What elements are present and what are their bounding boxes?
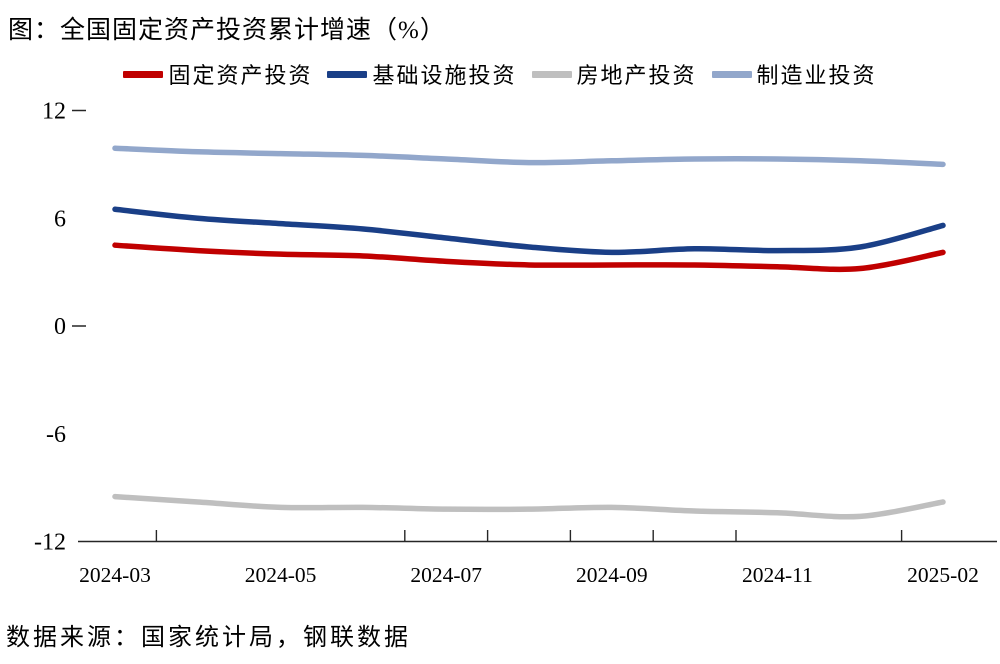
y-axis-label: 6 [54,206,66,232]
x-axis-label: 2024-03 [79,563,151,587]
x-axis-label: 2024-09 [576,563,648,587]
series-line-3 [112,145,946,168]
legend-swatch-icon [531,70,572,78]
legend-item-0: 固定资产投资 [123,58,312,90]
legend-label: 固定资产投资 [168,63,313,88]
data-source-note: 数据来源：国家统计局，钢联数据 [6,625,411,651]
series-line-0 [112,242,946,273]
y-axis-label: -6 [46,422,66,448]
legend-label: 房地产投资 [576,63,697,88]
legend-label: 制造业投资 [756,63,877,88]
legend-item-1: 基础设施投资 [327,58,516,90]
legend-swatch-icon [123,70,164,78]
y-axis-label: 12 [42,99,66,125]
x-axis-label: 2025-02 [907,563,979,587]
chart-legend: 固定资产投资 基础设施投资 房地产投资 制造业投资 [0,58,1000,90]
x-axis-label: 2024-11 [742,563,813,587]
x-axis-label: 2024-07 [410,563,482,587]
x-axis-label: 2024-05 [245,563,317,587]
legend-label: 基础设施投资 [372,63,517,88]
legend-item-2: 房地产投资 [531,58,697,90]
y-axis-label: 0 [54,314,66,340]
legend-swatch-icon [327,70,368,78]
legend-item-3: 制造业投资 [711,58,877,90]
legend-swatch-icon [711,70,752,78]
y-axis-label: -12 [34,530,66,556]
chart-title: 图：全国固定资产投资累计增速（%） [8,17,446,44]
series-line-1 [112,206,946,256]
series-line-2 [112,493,946,520]
